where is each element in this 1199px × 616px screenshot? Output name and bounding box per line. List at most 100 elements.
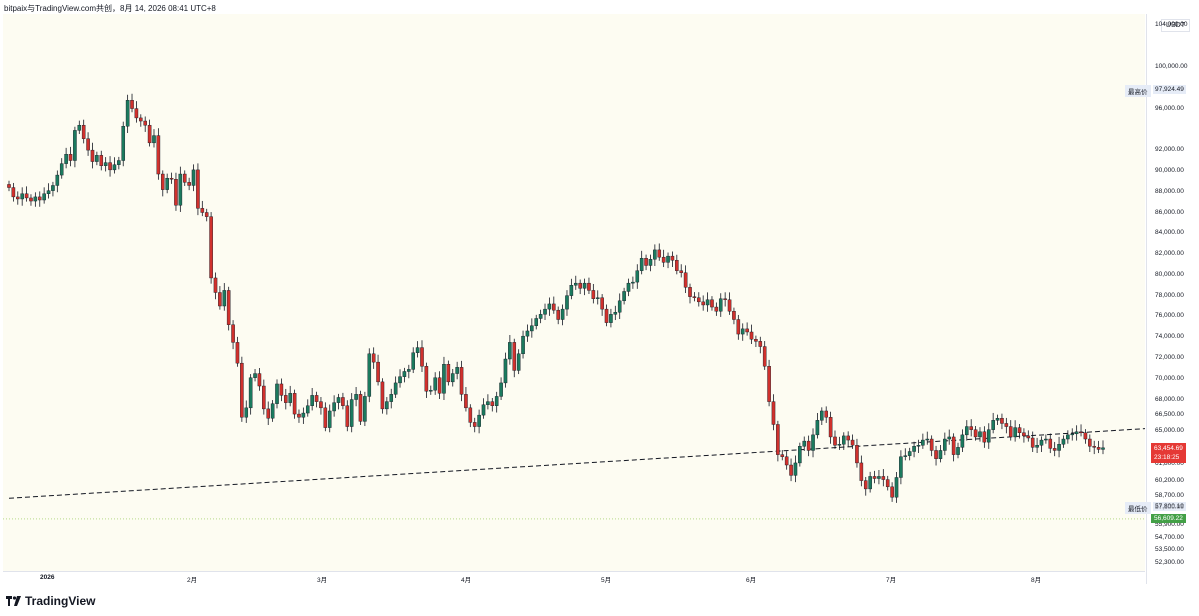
candle xyxy=(841,432,846,450)
candle-body xyxy=(960,434,965,448)
candle-body xyxy=(604,308,609,323)
candle-body xyxy=(134,108,139,119)
candle-body xyxy=(1083,432,1088,440)
candle xyxy=(301,407,306,424)
candle-body xyxy=(472,422,477,427)
candle-body xyxy=(828,417,833,438)
candle xyxy=(1083,429,1088,444)
green-price-tag: 56,609.22 xyxy=(1151,513,1186,523)
candle xyxy=(732,307,736,325)
candle-body xyxy=(1008,426,1013,438)
candle-body xyxy=(701,301,705,306)
candle-body xyxy=(578,282,582,289)
candle xyxy=(837,436,842,450)
candle-body xyxy=(178,173,183,206)
candle-body xyxy=(965,426,969,436)
candle xyxy=(1000,413,1004,430)
candle-body xyxy=(99,155,104,166)
candle-body xyxy=(402,371,407,377)
candle-body xyxy=(147,124,152,144)
candle-body xyxy=(1000,418,1004,424)
candle xyxy=(55,170,60,193)
candle-body xyxy=(727,299,732,312)
candle xyxy=(222,283,227,311)
candle xyxy=(270,400,275,422)
candle xyxy=(341,392,345,410)
candlestick-chart[interactable] xyxy=(3,14,1145,571)
candle xyxy=(547,297,552,316)
candle xyxy=(740,323,745,341)
candle-body xyxy=(253,373,257,378)
candle-body xyxy=(20,193,24,200)
candle-body xyxy=(595,297,600,299)
candle xyxy=(314,391,319,408)
candle-body xyxy=(525,330,530,337)
candle-body xyxy=(68,154,73,161)
candle-body xyxy=(1074,431,1079,435)
candle xyxy=(7,180,11,192)
candle xyxy=(705,292,710,312)
candle-body xyxy=(248,377,253,409)
candle-body xyxy=(187,182,191,186)
candle xyxy=(780,450,785,461)
candle xyxy=(683,265,688,294)
candle-body xyxy=(196,169,200,209)
candle xyxy=(635,264,640,289)
candle-body xyxy=(639,258,644,271)
candle-body xyxy=(881,476,886,480)
chart-pane[interactable] xyxy=(3,14,1145,584)
candle-body xyxy=(235,342,240,364)
candle xyxy=(213,272,218,300)
candle xyxy=(1013,420,1017,442)
candle xyxy=(275,379,279,409)
candle xyxy=(143,116,147,132)
tradingview-logo[interactable]: TradingView xyxy=(6,592,95,610)
candle xyxy=(345,400,350,432)
candle-body xyxy=(617,300,622,313)
candle xyxy=(169,172,174,184)
candle xyxy=(327,404,332,433)
candle-body xyxy=(697,297,701,303)
candle xyxy=(798,442,802,467)
price-tick: 86,000.00 xyxy=(1155,208,1184,216)
candle-body xyxy=(165,177,169,190)
candle-body xyxy=(86,138,90,151)
time-axis-label: 2026 xyxy=(40,574,55,581)
candle-body xyxy=(622,291,626,302)
candle xyxy=(1066,430,1070,444)
candle xyxy=(288,385,292,407)
candle-body xyxy=(1017,427,1022,433)
candle xyxy=(20,187,24,206)
candle xyxy=(806,435,811,457)
trendline[interactable] xyxy=(8,428,1145,499)
candle xyxy=(569,278,574,300)
candle-body xyxy=(582,282,587,289)
candle xyxy=(815,412,820,439)
candle-body xyxy=(815,420,820,436)
candle-body xyxy=(121,126,126,161)
candle-body xyxy=(1088,438,1092,447)
candle xyxy=(595,290,600,305)
candle-body xyxy=(921,439,925,446)
candle-body xyxy=(11,187,16,198)
candle-body xyxy=(670,255,675,261)
candle-body xyxy=(464,394,468,409)
candle-body xyxy=(1101,447,1105,450)
candle xyxy=(46,183,51,199)
candle-body xyxy=(90,149,95,162)
candle-body xyxy=(73,130,77,161)
candle-body xyxy=(358,394,363,422)
candle xyxy=(894,471,899,503)
price-scale[interactable]: USDT 104,000.00 100,000.00 96,000.00 92,000… xyxy=(1125,14,1199,584)
candle-body xyxy=(872,476,877,479)
time-axis[interactable]: 2026 2月 3月 4月 5月 6月 7月 8月 xyxy=(3,571,1145,586)
currency-unit[interactable]: USDT xyxy=(1160,19,1190,32)
tradingview-brand: TradingView xyxy=(25,594,96,608)
candle xyxy=(442,356,446,401)
candle-body xyxy=(297,413,301,418)
candle-body xyxy=(560,308,565,320)
candle xyxy=(51,181,55,197)
price-tick: 58,700.00 xyxy=(1155,492,1184,500)
candle-body xyxy=(802,440,807,447)
candle-body xyxy=(767,366,771,402)
